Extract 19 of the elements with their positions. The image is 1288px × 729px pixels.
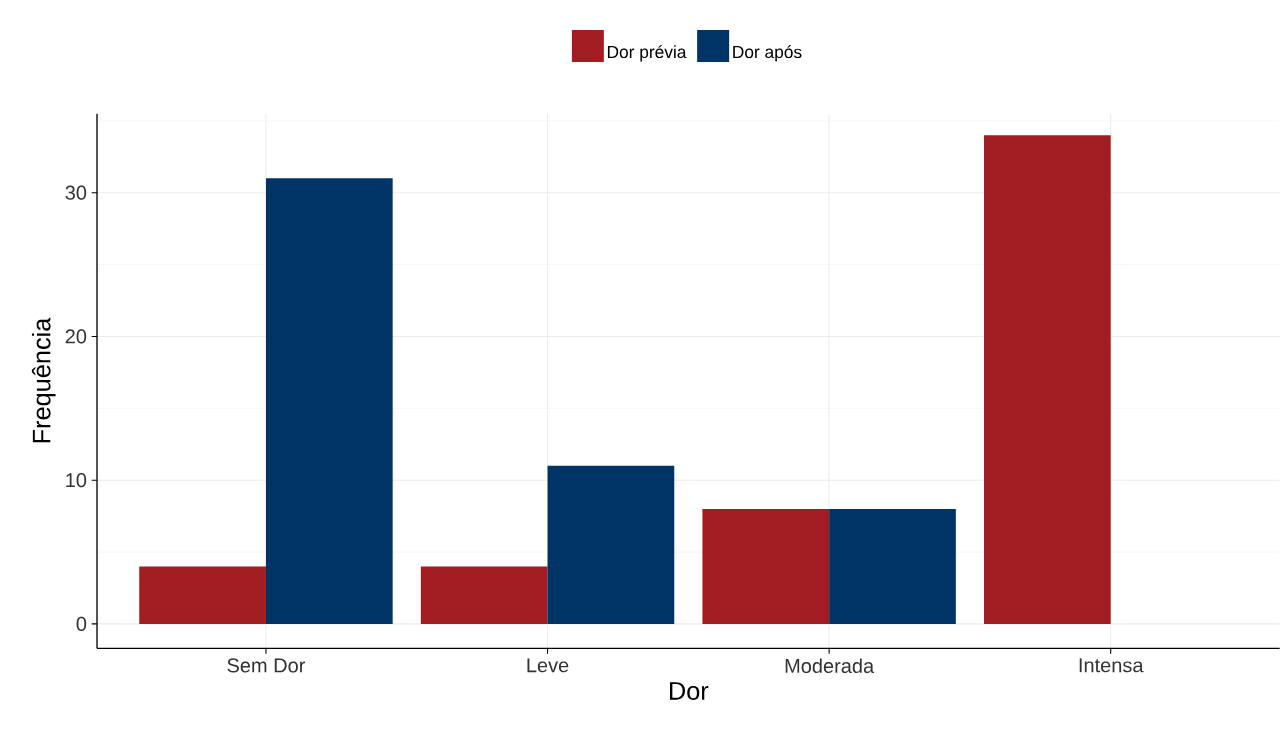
legend-label: Dor prévia — [607, 45, 687, 62]
bar — [829, 508, 956, 624]
y-axis-title: Frequência — [31, 317, 56, 443]
y-tick-label: 30 — [65, 185, 87, 200]
bar — [984, 135, 1111, 624]
y-tick-label: 20 — [65, 329, 87, 344]
x-tick-label: Intensa — [1079, 658, 1144, 673]
x-tick-label: Moderada — [785, 658, 875, 673]
x-tick-label: Sem Dor — [227, 658, 306, 673]
legend-label: Dor após — [733, 45, 802, 62]
y-tick-label: 0 — [76, 616, 87, 631]
x-tick-label: Leve — [527, 658, 569, 673]
bar — [547, 465, 675, 624]
bar — [420, 566, 548, 624]
x-axis-title: Dor — [670, 682, 709, 700]
bar — [702, 508, 830, 624]
bar — [265, 178, 393, 624]
bar — [139, 566, 266, 624]
y-tick-label: 10 — [66, 472, 87, 488]
